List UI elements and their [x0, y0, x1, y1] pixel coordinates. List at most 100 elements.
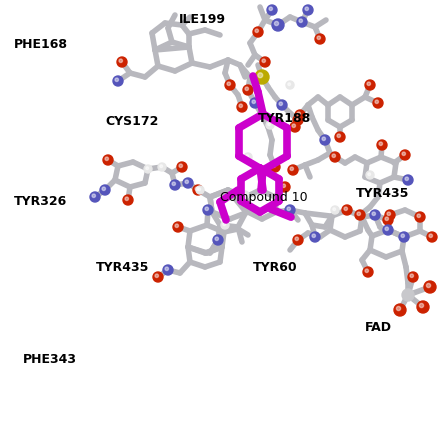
Circle shape: [288, 165, 298, 175]
Circle shape: [333, 208, 336, 211]
Circle shape: [117, 57, 127, 67]
Circle shape: [185, 180, 189, 184]
Circle shape: [255, 29, 258, 32]
Circle shape: [385, 210, 395, 220]
Circle shape: [385, 227, 388, 230]
Circle shape: [123, 195, 133, 205]
Circle shape: [252, 100, 255, 104]
Text: PHE343: PHE343: [22, 353, 77, 366]
Circle shape: [342, 205, 352, 215]
Circle shape: [344, 207, 348, 210]
Circle shape: [250, 98, 260, 108]
Circle shape: [403, 175, 413, 185]
Circle shape: [113, 76, 123, 86]
Circle shape: [92, 194, 95, 198]
Circle shape: [100, 185, 110, 195]
Text: FAD: FAD: [365, 321, 392, 334]
Text: PHE168: PHE168: [13, 38, 68, 51]
Circle shape: [280, 182, 290, 192]
Circle shape: [405, 177, 409, 181]
Text: TYR435: TYR435: [96, 261, 150, 274]
Circle shape: [225, 80, 235, 90]
Circle shape: [262, 59, 266, 62]
Circle shape: [160, 165, 163, 167]
Circle shape: [153, 272, 163, 282]
Circle shape: [173, 222, 183, 232]
Circle shape: [295, 117, 298, 121]
Circle shape: [270, 162, 280, 172]
Circle shape: [213, 235, 223, 245]
Circle shape: [244, 153, 252, 161]
Circle shape: [221, 221, 229, 229]
Text: TYR60: TYR60: [253, 261, 298, 274]
Circle shape: [293, 235, 303, 245]
Circle shape: [305, 7, 309, 11]
Circle shape: [183, 178, 193, 188]
Circle shape: [103, 155, 113, 165]
Circle shape: [375, 100, 379, 104]
Circle shape: [253, 27, 263, 37]
Circle shape: [243, 85, 253, 95]
Text: TYR435: TYR435: [356, 187, 409, 200]
Circle shape: [115, 78, 119, 82]
Circle shape: [274, 21, 279, 26]
Circle shape: [260, 57, 270, 67]
Circle shape: [315, 34, 325, 44]
Circle shape: [90, 192, 100, 202]
Circle shape: [317, 36, 320, 40]
Circle shape: [303, 5, 313, 15]
Circle shape: [241, 191, 249, 199]
Circle shape: [269, 7, 272, 11]
Text: Compound 10: Compound 10: [220, 191, 307, 204]
Circle shape: [396, 306, 401, 311]
Text: TYR326: TYR326: [13, 196, 67, 208]
Circle shape: [337, 134, 340, 138]
Circle shape: [203, 205, 213, 215]
Text: ILE199: ILE199: [179, 13, 226, 26]
Circle shape: [383, 215, 393, 225]
Circle shape: [297, 112, 301, 116]
Circle shape: [320, 135, 330, 145]
Circle shape: [370, 210, 380, 220]
Circle shape: [295, 110, 305, 120]
Circle shape: [415, 212, 425, 222]
Circle shape: [427, 232, 437, 242]
Circle shape: [246, 155, 249, 158]
Circle shape: [177, 162, 187, 172]
Circle shape: [105, 157, 108, 161]
Circle shape: [102, 187, 105, 190]
Circle shape: [223, 223, 226, 226]
Circle shape: [410, 274, 414, 278]
Circle shape: [335, 132, 345, 142]
Circle shape: [363, 267, 373, 277]
Circle shape: [419, 303, 424, 308]
Circle shape: [282, 184, 285, 187]
Circle shape: [368, 173, 370, 176]
Circle shape: [424, 281, 436, 293]
Circle shape: [295, 237, 298, 241]
Circle shape: [367, 82, 370, 85]
Circle shape: [285, 205, 295, 215]
Circle shape: [205, 207, 208, 210]
Circle shape: [268, 123, 271, 126]
Circle shape: [332, 154, 336, 158]
Circle shape: [288, 83, 291, 85]
Circle shape: [170, 180, 180, 190]
Circle shape: [365, 269, 369, 272]
Circle shape: [290, 167, 293, 170]
Circle shape: [293, 115, 303, 125]
Circle shape: [239, 104, 242, 108]
Circle shape: [387, 212, 391, 215]
Circle shape: [402, 152, 405, 156]
Circle shape: [272, 19, 284, 31]
Circle shape: [402, 289, 414, 301]
Circle shape: [297, 17, 307, 27]
Circle shape: [272, 164, 276, 167]
Circle shape: [330, 152, 340, 162]
Circle shape: [165, 267, 168, 270]
Circle shape: [394, 304, 406, 316]
Circle shape: [215, 237, 219, 241]
Circle shape: [357, 212, 361, 215]
Circle shape: [408, 272, 418, 282]
Circle shape: [365, 80, 375, 90]
